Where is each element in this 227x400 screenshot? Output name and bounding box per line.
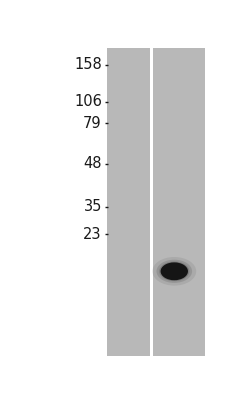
Text: 106: 106 [74,94,101,110]
Bar [150,48,152,356]
Bar [107,48,150,356]
Ellipse shape [156,260,191,283]
Bar [153,48,204,356]
Text: 79: 79 [83,116,101,131]
Ellipse shape [158,262,188,281]
Text: 48: 48 [83,156,101,171]
Text: 158: 158 [74,58,101,72]
Text: 35: 35 [83,199,101,214]
Text: 23: 23 [83,227,101,242]
Ellipse shape [160,262,187,280]
Bar [28,48,107,356]
Ellipse shape [152,257,195,286]
